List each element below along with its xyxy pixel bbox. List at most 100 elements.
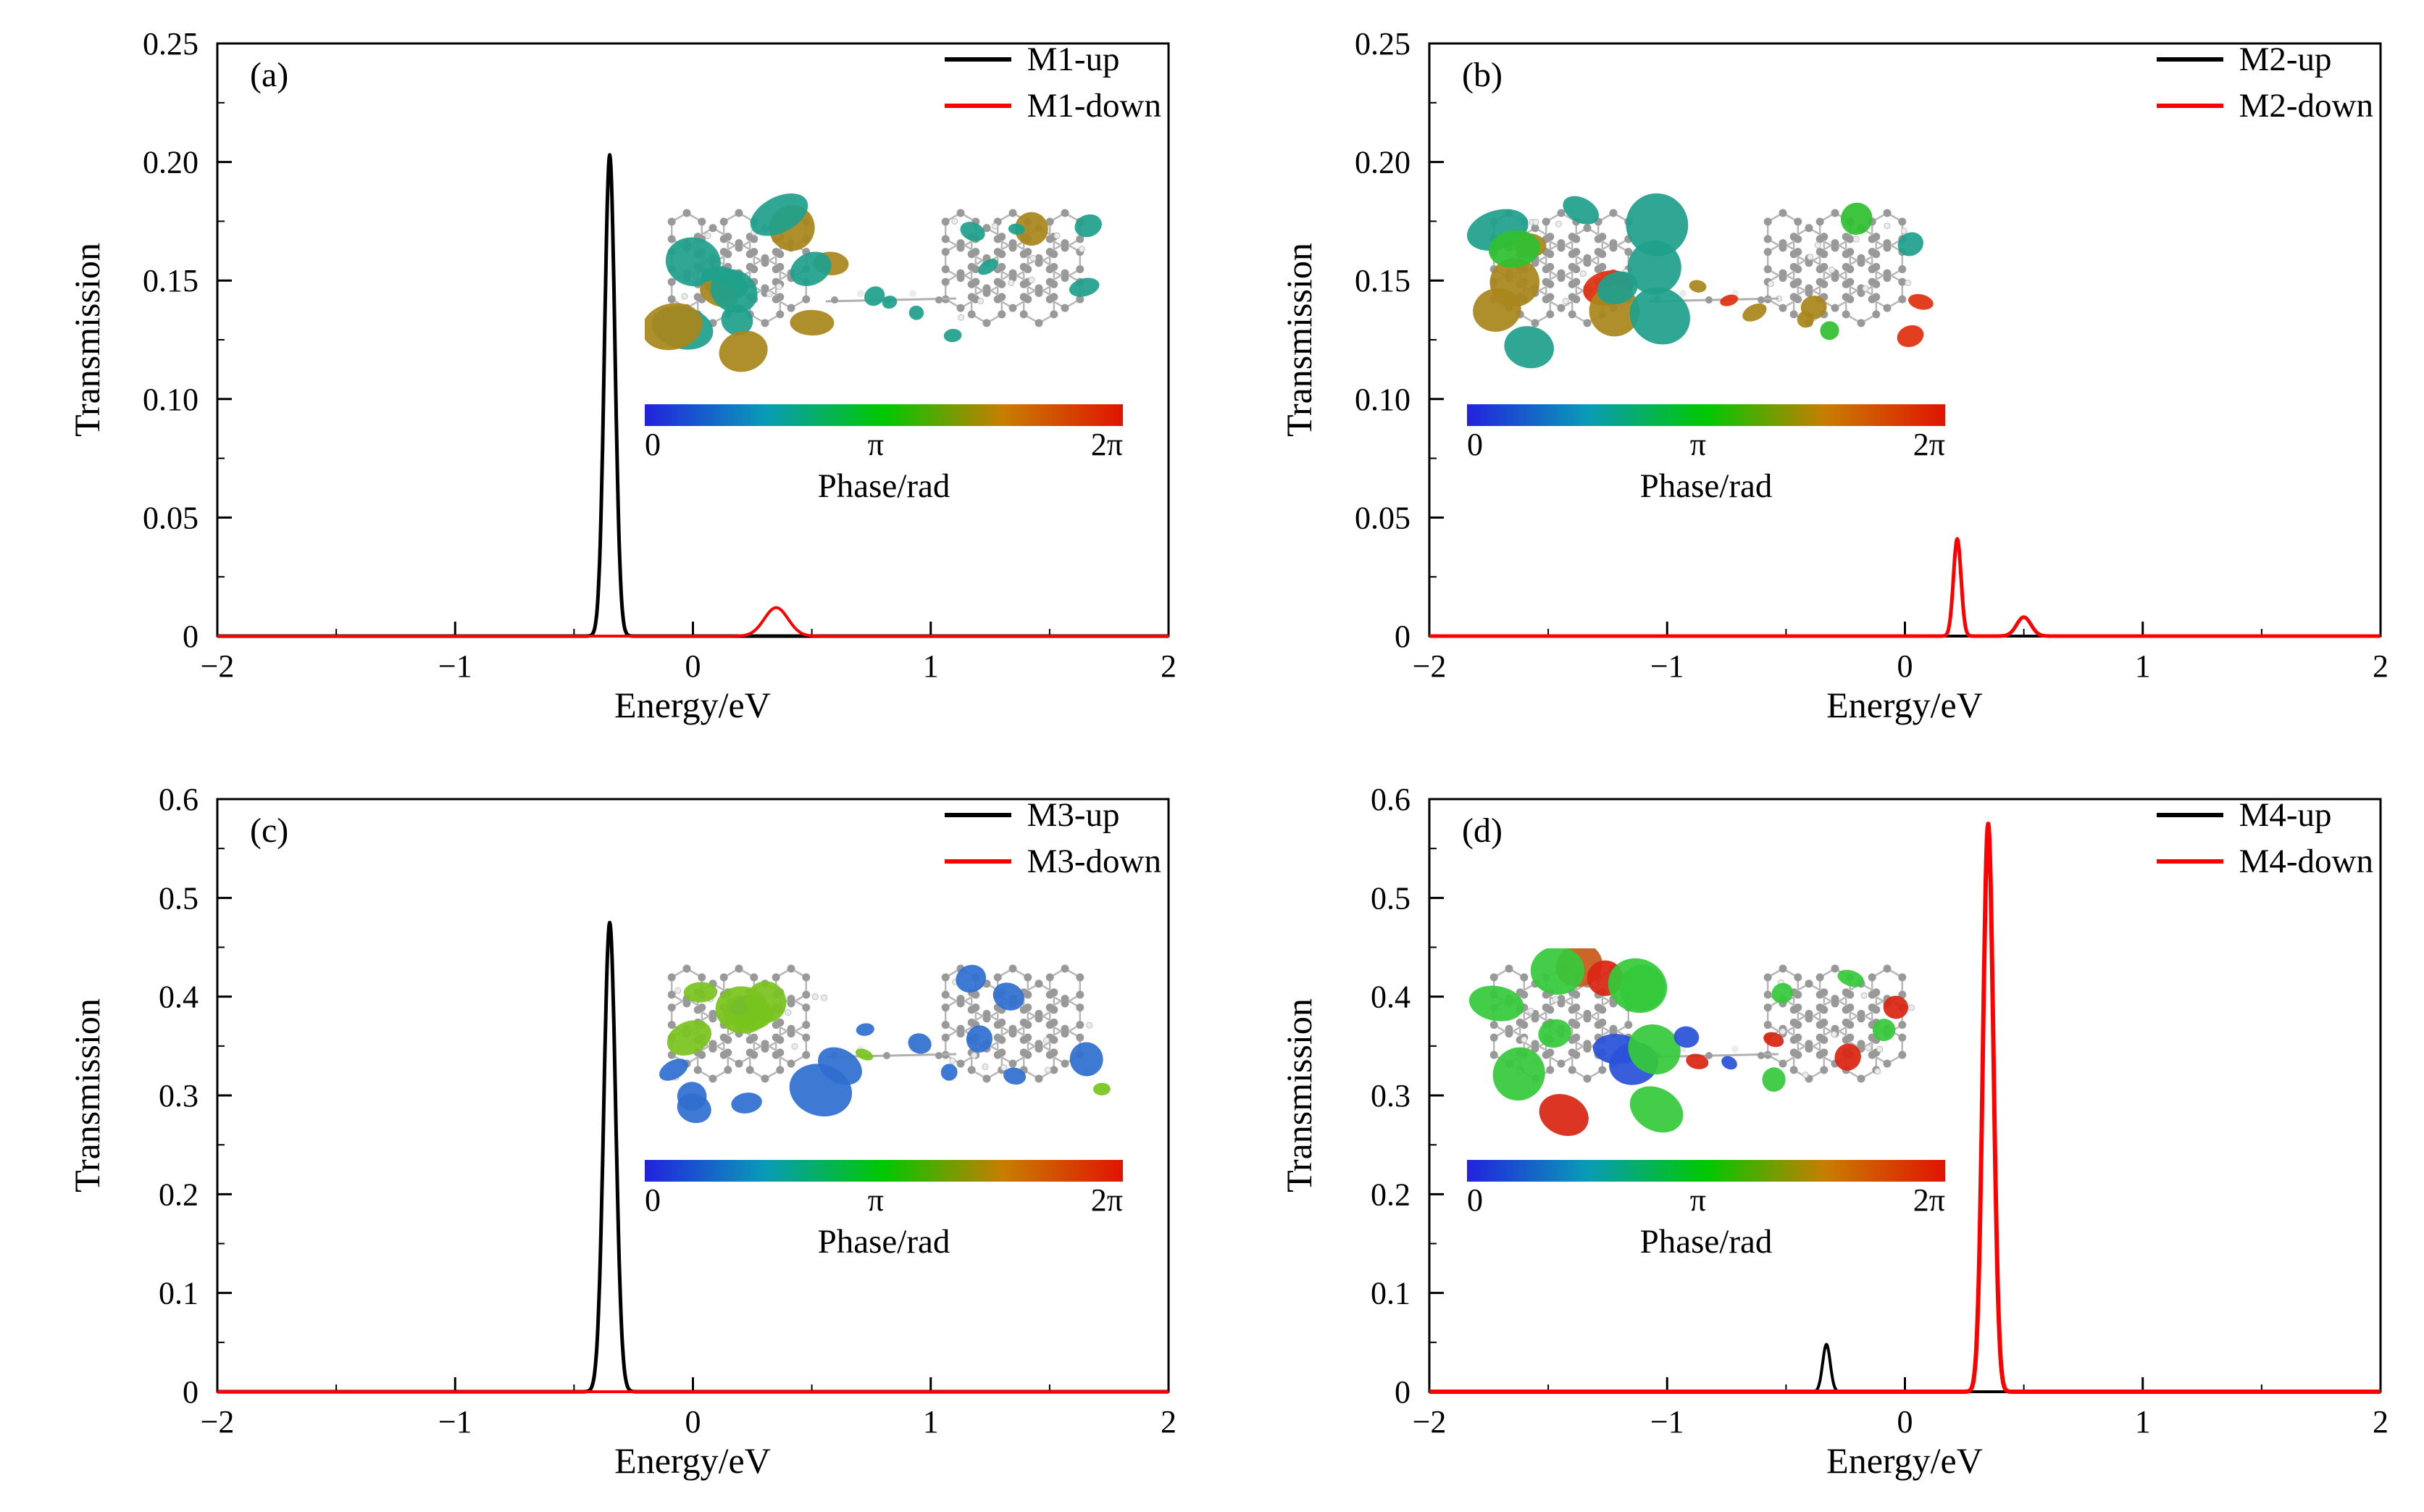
legend-entry-down: M2-down <box>2156 87 2373 125</box>
svg-text:0: 0 <box>183 1374 198 1410</box>
panel-d: −2 −1 0 1 2 0 0.1 0.2 0.3 0.4 0.5 0.6 (d) M4-up M4-… <box>1212 756 2424 1512</box>
legend-line-down <box>944 859 1011 864</box>
legend-b: M2-up M2-down <box>2156 41 2373 125</box>
svg-text:0.20: 0.20 <box>143 145 198 180</box>
y-axis-label: Transmission <box>67 998 107 1193</box>
svg-text:0.4: 0.4 <box>159 980 198 1015</box>
panel-a: −2 −1 0 1 2 0 0.05 0.10 0.15 0.20 0.25 (a) M1-up M… <box>0 0 1212 756</box>
svg-text:0.6: 0.6 <box>159 782 198 817</box>
svg-text:0.3: 0.3 <box>159 1078 198 1114</box>
transmission-plot-b: −2 −1 0 1 2 0 0.05 0.10 0.15 0.20 0.25 <box>1355 26 2389 684</box>
legend-label-down: M3-down <box>1027 843 1161 880</box>
panel-letter-d: (d) <box>1462 811 1503 850</box>
legend-entry-up: M1-up <box>944 41 1161 78</box>
legend-entry-up: M2-up <box>2156 41 2373 78</box>
panel-c: −2 −1 0 1 2 0 0.1 0.2 0.3 0.4 0.5 0.6 (c) M3-up M3-… <box>0 756 1212 1512</box>
svg-text:1: 1 <box>2135 648 2151 684</box>
svg-text:−2: −2 <box>201 648 235 684</box>
orbital-isosurface-image <box>1468 948 1915 1136</box>
tick-labels: −2 −1 0 1 2 0 0.05 0.10 0.15 0.20 0.25 <box>143 26 1177 684</box>
panel-letter-c: (c) <box>250 811 289 850</box>
svg-text:−1: −1 <box>438 1404 472 1440</box>
colorbar-tick-0: 0 <box>645 427 661 462</box>
panel-letter-b: (b) <box>1462 56 1503 94</box>
legend-line-up <box>944 57 1011 62</box>
svg-text:0: 0 <box>1897 1404 1913 1440</box>
orbital-lobes <box>645 193 1102 372</box>
legend-entry-down: M1-down <box>944 87 1161 125</box>
svg-text:0.10: 0.10 <box>143 382 198 417</box>
tick-labels: −2 −1 0 1 2 0 0.1 0.2 0.3 0.4 0.5 0.6 <box>159 782 1177 1440</box>
svg-text:0.4: 0.4 <box>1371 980 1410 1015</box>
transmission-plot-c: −2 −1 0 1 2 0 0.1 0.2 0.3 0.4 0.5 0.6 <box>159 782 1177 1440</box>
phase-inset-c: 0 π 2π Phase/rad <box>645 948 1123 1261</box>
transmission-plot-a: −2 −1 0 1 2 0 0.05 0.10 0.15 0.20 0.25 <box>143 26 1177 684</box>
svg-text:1: 1 <box>2135 1404 2151 1440</box>
tick-labels: −2 −1 0 1 2 0 0.05 0.10 0.15 0.20 0.25 <box>1355 26 2389 684</box>
panel-b: −2 −1 0 1 2 0 0.05 0.10 0.15 0.20 0.25 (b) M2-up M… <box>1212 0 2424 756</box>
svg-text:0.2: 0.2 <box>159 1177 198 1212</box>
colorbar-tick-labels: 0 π 2π <box>645 427 1123 462</box>
svg-text:0: 0 <box>685 648 701 684</box>
svg-text:−1: −1 <box>1650 1404 1684 1440</box>
phase-inset-b: 0 π 2π Phase/rad <box>1467 193 1945 506</box>
legend-label-down: M2-down <box>2239 87 2373 125</box>
legend-label-down: M1-down <box>1027 87 1161 125</box>
transmission-plot-d: −2 −1 0 1 2 0 0.1 0.2 0.3 0.4 0.5 0.6 <box>1371 782 2389 1440</box>
svg-text:0: 0 <box>183 619 198 654</box>
svg-text:0: 0 <box>1395 619 1410 654</box>
phase-inset-a: 0 π 2π Phase/rad <box>645 193 1123 506</box>
legend-label-down: M4-down <box>2239 843 2373 880</box>
colorbar-tick-pi: π <box>867 427 884 462</box>
svg-text:0.5: 0.5 <box>159 880 198 916</box>
colorbar-tick-2pi: 2π <box>1090 427 1123 462</box>
svg-text:2: 2 <box>1161 648 1177 684</box>
colorbar-tick-2pi: 2π <box>1913 427 1945 462</box>
svg-text:0.6: 0.6 <box>1371 782 1410 817</box>
colorbar-title: Phase/rad <box>817 467 950 506</box>
series-line-M4-down <box>1427 822 2383 1394</box>
colorbar-tick-2pi: 2π <box>1913 1182 1945 1218</box>
svg-text:2: 2 <box>2373 648 2389 684</box>
phase-inset-d: 0 π 2π Phase/rad <box>1467 948 1945 1261</box>
orbital-lobes <box>1467 193 1934 369</box>
svg-text:−2: −2 <box>1413 648 1447 684</box>
colorbar-tick-pi: π <box>867 1182 884 1218</box>
legend-line-up <box>2156 813 2223 817</box>
phase-colorbar <box>1467 404 1945 426</box>
panel-letter-a: (a) <box>250 56 289 94</box>
svg-text:0.15: 0.15 <box>1355 263 1410 298</box>
x-axis-label: Energy/eV <box>614 685 771 725</box>
y-axis-label: Transmission <box>67 243 107 437</box>
orbital-lobes <box>659 964 1111 1124</box>
svg-text:0.05: 0.05 <box>143 500 198 535</box>
legend-entry-up: M4-up <box>2156 796 2373 834</box>
x-axis-label: Energy/eV <box>614 1440 771 1481</box>
svg-text:0.1: 0.1 <box>159 1276 198 1311</box>
svg-text:−2: −2 <box>1413 1404 1447 1440</box>
legend-label-up: M1-up <box>1027 41 1120 78</box>
colorbar-tick-pi: π <box>1689 427 1706 462</box>
legend-line-up <box>2156 57 2223 62</box>
legend-d: M4-up M4-down <box>2156 796 2373 880</box>
colorbar-title: Phase/rad <box>1639 467 1773 506</box>
colorbar-title: Phase/rad <box>817 1223 950 1261</box>
colorbar-tick-labels: 0 π 2π <box>1467 1182 1945 1218</box>
svg-text:0: 0 <box>685 1404 701 1440</box>
colorbar-tick-2pi: 2π <box>1090 1182 1123 1218</box>
svg-text:1: 1 <box>923 1404 939 1440</box>
legend-c: M3-up M3-down <box>944 796 1161 880</box>
svg-text:0.5: 0.5 <box>1371 880 1410 916</box>
svg-text:0.05: 0.05 <box>1355 500 1410 535</box>
orbital-isosurface-image <box>645 193 1102 372</box>
y-axis-label: Transmission <box>1279 998 1319 1193</box>
colorbar-tick-labels: 0 π 2π <box>645 1182 1123 1218</box>
legend-label-up: M3-up <box>1027 796 1120 834</box>
legend-line-down <box>944 104 1011 108</box>
legend-label-up: M2-up <box>2239 41 2332 78</box>
svg-text:0.2: 0.2 <box>1371 1177 1410 1212</box>
y-axis-label: Transmission <box>1279 243 1319 437</box>
tick-labels: −2 −1 0 1 2 0 0.1 0.2 0.3 0.4 0.5 0.6 <box>1371 782 2389 1440</box>
svg-text:1: 1 <box>923 648 939 684</box>
